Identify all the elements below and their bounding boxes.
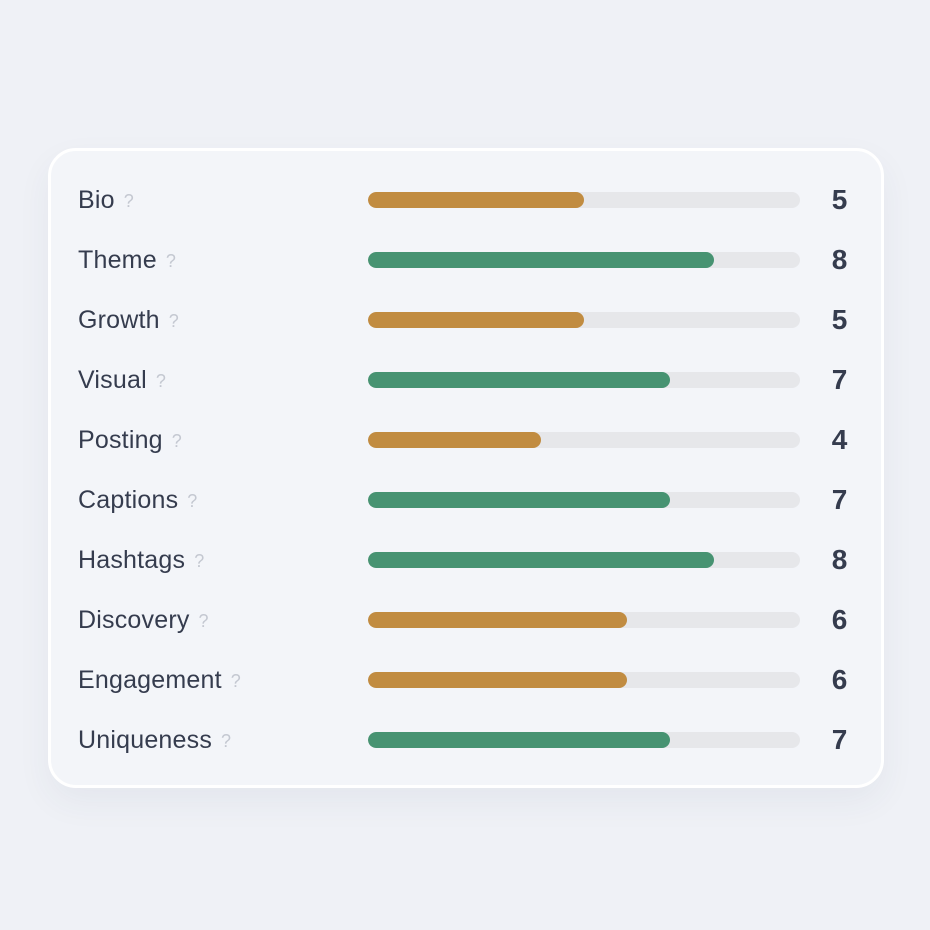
score-row: Hashtags ? 8 [78,530,881,590]
metric-label: Discovery [78,605,190,634]
metric-label: Posting [78,425,163,454]
score-bar-fill [368,492,671,508]
score-bar-fill [368,612,628,628]
score-value: 6 [831,664,848,695]
score-row: Posting ? 4 [78,410,881,470]
help-icon[interactable]: ? [165,251,176,271]
score-row: Captions ? 7 [78,470,881,530]
metric-label: Uniqueness [78,725,213,754]
metric-label: Growth [78,305,160,334]
score-bar-fill [368,312,584,328]
score-row: Growth ? 5 [78,290,881,350]
score-bar-track [368,372,800,388]
score-bar-fill [368,732,671,748]
score-row: Engagement ? 6 [78,650,881,710]
score-bar-fill [368,372,671,388]
score-value: 7 [831,364,848,395]
metric-label-group: Visual ? [78,366,368,395]
metric-label-group: Bio ? [78,186,368,215]
metric-label: Visual [78,365,147,394]
metric-label: Theme [78,245,157,274]
score-bar-track [368,492,800,508]
score-value: 7 [831,724,848,755]
score-card: Bio ? 5 Theme ? 8 Growth ? 5 Visual ? [48,148,884,788]
score-value: 5 [831,304,848,335]
score-row: Visual ? 7 [78,350,881,410]
score-bar-track [368,312,800,328]
metric-label-group: Growth ? [78,306,368,335]
metric-label: Bio [78,185,115,214]
score-value: 7 [831,484,848,515]
score-bar-track [368,732,800,748]
score-row: Theme ? 8 [78,230,881,290]
score-bar-track [368,612,800,628]
score-bar-track [368,252,800,268]
score-bar-fill [368,432,541,448]
score-bar-fill [368,672,628,688]
score-bar-track [368,552,800,568]
help-icon[interactable]: ? [194,551,205,571]
help-icon[interactable]: ? [198,611,209,631]
score-bar-fill [368,252,714,268]
metric-label-group: Uniqueness ? [78,726,368,755]
metric-label-group: Discovery ? [78,606,368,635]
metric-label-group: Captions ? [78,486,368,515]
score-bar-track [368,432,800,448]
metric-label: Captions [78,485,179,514]
score-value: 8 [831,544,848,575]
score-bar-track [368,672,800,688]
help-icon[interactable]: ? [221,731,232,751]
metric-label-group: Hashtags ? [78,546,368,575]
help-icon[interactable]: ? [187,491,198,511]
score-value: 8 [831,244,848,275]
score-value: 6 [831,604,848,635]
metric-label-group: Posting ? [78,426,368,455]
help-icon[interactable]: ? [168,311,179,331]
metric-label-group: Engagement ? [78,666,368,695]
score-bar-fill [368,192,584,208]
score-bar-track [368,192,800,208]
score-row: Discovery ? 6 [78,590,881,650]
score-bar-fill [368,552,714,568]
help-icon[interactable]: ? [230,671,241,691]
score-row: Uniqueness ? 7 [78,710,881,770]
help-icon[interactable]: ? [171,431,182,451]
score-row: Bio ? 5 [78,170,881,230]
metric-label-group: Theme ? [78,246,368,275]
help-icon[interactable]: ? [123,191,134,211]
score-value: 4 [831,424,848,455]
metric-label: Hashtags [78,545,186,574]
metric-label: Engagement [78,665,222,694]
help-icon[interactable]: ? [155,371,166,391]
score-rows: Bio ? 5 Theme ? 8 Growth ? 5 Visual ? [78,170,881,770]
score-value: 5 [831,184,848,215]
